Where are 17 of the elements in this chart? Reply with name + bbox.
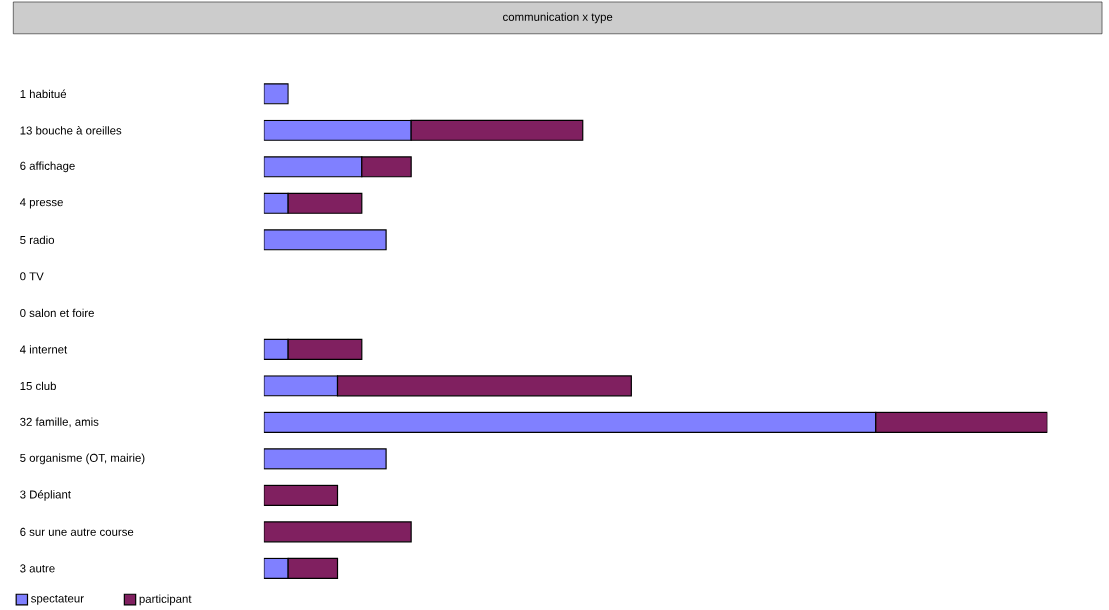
y-tick-label: 0 TV [20,272,44,281]
y-tick-label: 32 famille, amis [20,417,99,427]
legend-label: participant [139,594,192,605]
y-tick-label: 0 salon et foire [20,308,94,317]
legend-label: spectateur [31,594,84,605]
y-tick-label: 5 radio [20,235,55,244]
y-tick-label: 6 sur une autre course [20,527,134,536]
chart-title: communication x type [503,12,613,23]
y-tick-label: 1 habitué [20,89,67,98]
y-tick-label: 15 club [20,381,56,390]
y-tick-label: 4 presse [19,198,63,209]
y-tick-label: 3 Dépliant [20,489,71,501]
y-tick-label: 6 affichage [20,161,75,172]
y-tick-label: 4 internet [19,344,68,354]
y-tick-label: 3 autre [20,564,55,573]
y-tick-label: 5 organisme (OT, mairie) [20,453,145,464]
y-tick-label: 13 bouche à oreilles [20,125,122,135]
